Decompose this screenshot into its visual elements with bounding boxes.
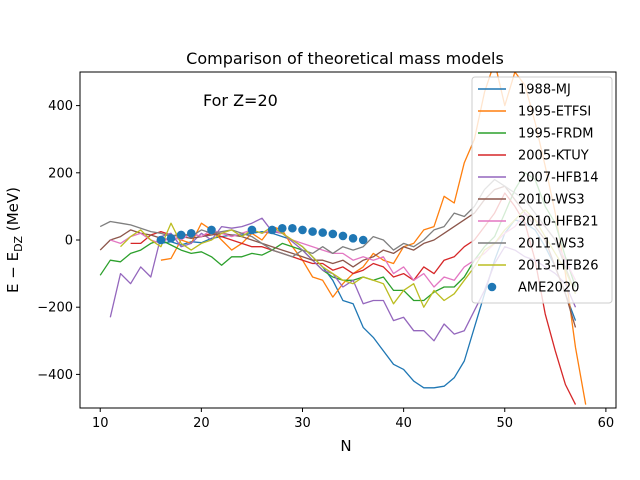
legend-label: 2007-HFB14 <box>518 171 599 186</box>
scatter-point-ame2020 <box>207 225 216 235</box>
scatter-point-ame2020 <box>308 227 317 236</box>
x-tick-label: 60 <box>598 416 615 431</box>
scatter-point-ame2020 <box>358 235 368 245</box>
y-axis-label: E − EDZ (MeV) <box>4 187 25 293</box>
y-axis-ticks: −400 −200 0 200 400 <box>37 99 80 383</box>
x-tick-label: 20 <box>193 416 210 431</box>
legend-label: AME2020 <box>518 281 579 296</box>
x-tick-label: 10 <box>92 416 109 431</box>
scatter-point-ame2020 <box>176 230 186 240</box>
x-axis-ticks: 10 20 30 40 50 60 <box>92 408 614 431</box>
y-tick-label: −200 <box>37 301 73 316</box>
chart-annotation: For Z=20 <box>203 91 278 110</box>
legend-label: 2013-HFB26 <box>518 259 599 274</box>
scatter-point-ame2020 <box>328 229 338 239</box>
legend-label: 2010-WS3 <box>518 193 585 208</box>
chart-title: Comparison of theoretical mass models <box>186 49 504 68</box>
y-tick-label: −400 <box>37 368 73 383</box>
y-axis-label-main: E − E <box>4 252 22 293</box>
legend-label: 2005-KTUY <box>518 149 589 164</box>
scatter-point-ame2020 <box>166 234 176 243</box>
legend-label: 1995-ETFSI <box>518 105 591 120</box>
scatter-point-ame2020 <box>318 228 328 237</box>
scatter-group <box>156 223 368 245</box>
y-tick-label: 200 <box>48 166 73 181</box>
legend: 1988-MJ 1995-ETFSI 1995-FRDM 2005-KTUY 2007-… <box>471 76 613 304</box>
y-tick-label: 400 <box>48 99 73 114</box>
legend-label: 2010-HFB21 <box>518 215 599 230</box>
scatter-point-ame2020 <box>156 235 166 245</box>
scatter-point-ame2020 <box>348 234 358 243</box>
legend-label: 2011-WS3 <box>518 237 585 252</box>
y-tick-label: 0 <box>65 234 73 249</box>
x-tick-label: 30 <box>294 416 311 431</box>
legend-label: 1995-FRDM <box>518 127 594 142</box>
y-axis-label-sub: DZ <box>12 235 25 251</box>
x-tick-label: 50 <box>496 416 513 431</box>
scatter-point-ame2020 <box>298 225 307 235</box>
scatter-point-ame2020 <box>338 231 348 241</box>
x-axis-label: N <box>340 437 351 455</box>
scatter-point-ame2020 <box>267 225 277 235</box>
legend-box <box>471 76 613 304</box>
legend-swatch <box>487 282 497 292</box>
scatter-point-ame2020 <box>288 223 297 233</box>
scatter-point-ame2020 <box>277 223 287 233</box>
x-tick-label: 40 <box>395 416 412 431</box>
legend-label: 1988-MJ <box>518 83 571 98</box>
series-line-1995-etfsi <box>160 72 587 405</box>
scatter-point-ame2020 <box>186 228 196 238</box>
scatter-point-ame2020 <box>247 225 257 235</box>
y-axis-label-unit: (MeV) <box>4 187 22 236</box>
